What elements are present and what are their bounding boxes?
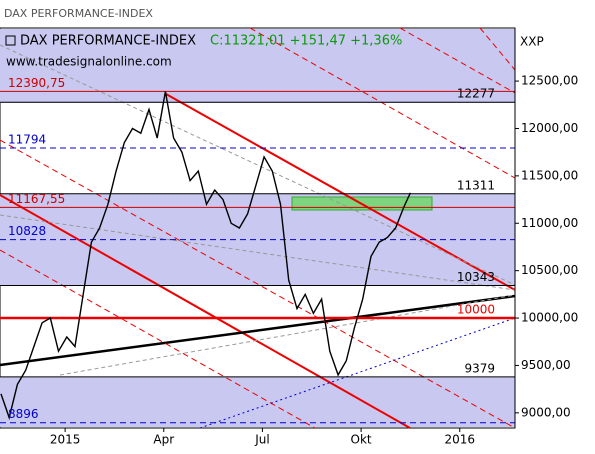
y-tick-label: 9000,00 — [521, 405, 571, 419]
level-label: 9379 — [464, 361, 495, 375]
fan-line — [0, 214, 516, 291]
symbol: XXP — [520, 35, 544, 49]
level-label: 10828 — [8, 224, 46, 238]
y-tick-label: 12000,00 — [521, 121, 578, 135]
legend-quote: C:11321,01 +151,47 +1,36% — [210, 34, 402, 49]
trend-line — [165, 93, 516, 291]
plot-area — [0, 27, 516, 429]
x-tick-label: Apr — [153, 433, 174, 447]
level-label: 12277 — [457, 87, 495, 101]
level-label: 10343 — [457, 270, 495, 284]
level-label: 11794 — [8, 133, 46, 147]
level-label: 11311 — [457, 178, 495, 192]
channel-line — [0, 139, 516, 429]
x-tick-label: 2016 — [444, 433, 475, 447]
chart-title: DAX PERFORMANCE-INDEX — [4, 7, 153, 20]
y-tick-label: 10500,00 — [521, 263, 578, 277]
zone — [0, 377, 515, 427]
level-label: 12390,75 — [8, 76, 65, 90]
legend-swatch — [5, 35, 16, 46]
trend-line — [0, 294, 516, 367]
x-tick-label: Okt — [351, 433, 372, 447]
x-tick-label: Jul — [254, 433, 269, 447]
channel-line — [0, 249, 316, 429]
support-line — [199, 317, 516, 429]
level-label: 11167,55 — [8, 192, 65, 206]
y-tick-label: 9500,00 — [521, 358, 571, 372]
legend-name: DAX PERFORMANCE-INDEX — [20, 34, 196, 49]
y-tick-label: 12500,00 — [521, 74, 578, 88]
level-label: 8896 — [8, 407, 39, 421]
level-label: 10000 — [457, 303, 495, 317]
y-tick-label: 10000,00 — [521, 311, 578, 325]
trend-line — [0, 194, 411, 429]
channel-line — [249, 27, 516, 179]
watermark: www.tradesignalonline.com — [6, 55, 172, 69]
zone — [0, 29, 515, 103]
x-tick-label: 2015 — [50, 433, 81, 447]
price-line — [0, 91, 412, 421]
y-tick-label: 11500,00 — [521, 168, 578, 182]
fan-line — [0, 44, 516, 286]
channel-line — [399, 27, 516, 94]
channel-line — [479, 27, 516, 71]
y-tick-label: 11000,00 — [521, 216, 578, 230]
